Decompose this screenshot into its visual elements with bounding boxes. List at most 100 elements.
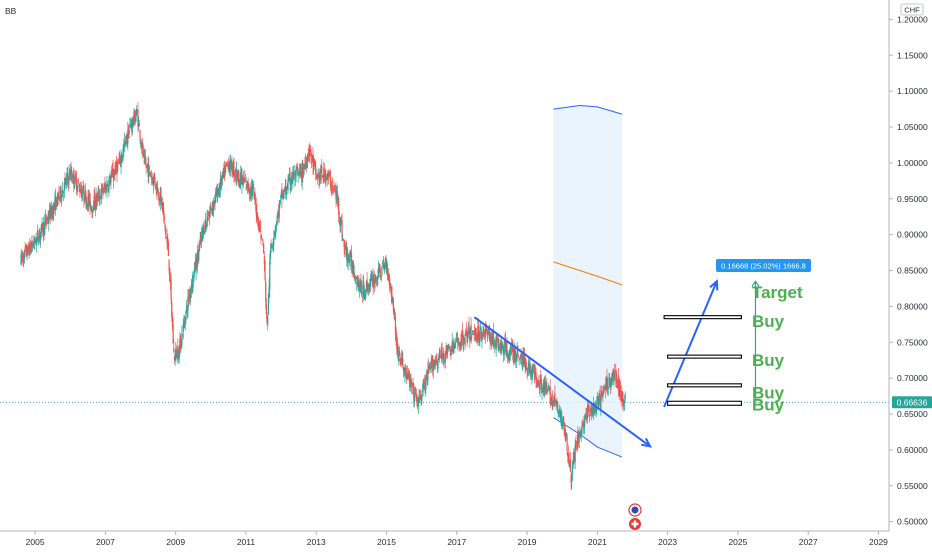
candle-body [391, 294, 393, 303]
candle-body [609, 380, 611, 386]
candle-body [254, 195, 256, 197]
candle-body [50, 207, 53, 217]
candle-body [115, 163, 117, 175]
candle-body [139, 129, 141, 140]
candle-body [272, 241, 274, 245]
candle-body [621, 393, 623, 398]
currency-badge[interactable]: CHF [900, 3, 924, 16]
candle-body [66, 174, 68, 177]
candle-body [156, 188, 159, 192]
candle-body [134, 118, 136, 121]
candle-body [400, 358, 402, 362]
candle-body [333, 186, 335, 189]
candle-body [600, 399, 602, 409]
candle-body [283, 189, 285, 199]
candle-body [426, 371, 428, 381]
candle-body [517, 346, 519, 358]
candle-body [195, 258, 197, 272]
candle-body [496, 336, 498, 340]
candle-body [252, 184, 255, 189]
candle-body [302, 164, 304, 177]
candle-body [306, 154, 309, 164]
buy-label-2: Buy [752, 351, 785, 370]
candle-body [502, 349, 505, 355]
candle-body [49, 208, 51, 220]
event-icons[interactable] [628, 503, 642, 530]
candle-body [110, 176, 112, 183]
candle-body [226, 164, 228, 166]
candle-body [338, 197, 340, 215]
candle-body [112, 168, 114, 178]
candle-body [616, 384, 618, 387]
buy-level-box [663, 315, 742, 320]
candle-body [94, 205, 97, 210]
buy-level-box [667, 400, 742, 406]
candle-body [529, 369, 532, 375]
candle-body [329, 177, 332, 188]
candle-body [370, 277, 372, 279]
candle-body [340, 222, 342, 224]
candle-body [263, 256, 265, 264]
candle-body [52, 204, 55, 219]
candle-body [50, 206, 52, 218]
candle-body [303, 166, 305, 170]
candle-body [375, 278, 378, 280]
candle-body [421, 394, 423, 402]
candle-body [275, 221, 278, 225]
candle-body [592, 409, 594, 415]
candle-body [346, 248, 348, 261]
projection-line [663, 280, 718, 408]
candle-body [93, 196, 95, 211]
candle-body [105, 185, 107, 192]
candle-body [81, 193, 84, 195]
candle-body [100, 188, 103, 198]
candle-body [31, 244, 34, 246]
candle-body [618, 387, 620, 394]
candle-body [299, 167, 301, 172]
candle-body [344, 248, 346, 250]
candle-body [67, 175, 69, 180]
candle-body [278, 204, 280, 218]
candle-body [269, 249, 272, 259]
candle-body [25, 244, 28, 256]
candle-body [48, 210, 51, 219]
candle-body [379, 274, 382, 277]
candle-body [475, 334, 478, 340]
candle-body [503, 344, 505, 356]
candle-body [269, 261, 271, 290]
candle-body [117, 162, 119, 164]
candle-body [322, 174, 324, 179]
candle-body [422, 387, 424, 389]
candle-body [585, 414, 587, 417]
candle-body [412, 383, 414, 384]
candle-body [164, 223, 166, 228]
candle-body [289, 172, 291, 185]
candle-body [264, 261, 266, 280]
candle-body [63, 182, 65, 191]
candle-body [423, 384, 425, 391]
candle-body [207, 218, 209, 220]
candle-body [123, 146, 125, 150]
candle-body [321, 166, 323, 173]
candle-body [475, 335, 477, 339]
candle-body [373, 278, 376, 285]
candle-body [248, 192, 251, 194]
candle-body [536, 382, 538, 384]
candle-body [230, 160, 232, 163]
candle-body [138, 123, 140, 127]
candle-body [252, 187, 254, 190]
candle-body [376, 280, 378, 282]
candle-body [239, 179, 241, 187]
candle-body [500, 340, 502, 349]
candle-body [280, 192, 282, 195]
candle-body [574, 444, 576, 462]
candle-body [89, 193, 91, 209]
candle-body [83, 185, 85, 200]
candle-body [509, 346, 511, 354]
candle-body [463, 341, 465, 346]
candle-body [274, 230, 276, 236]
candle-body [488, 329, 490, 334]
candle-body [23, 259, 25, 263]
candle-body [106, 184, 109, 187]
